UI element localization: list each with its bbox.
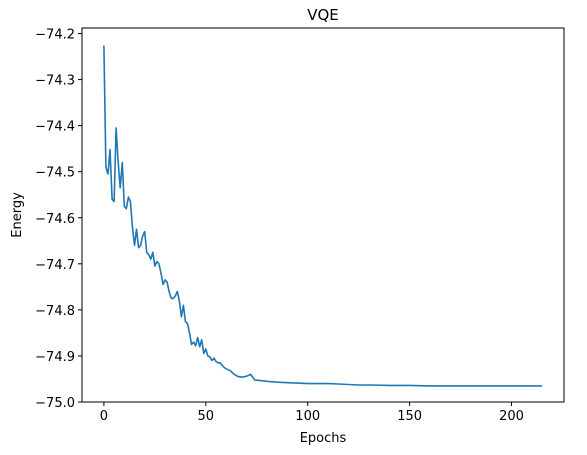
x-axis-label: Epochs (300, 431, 347, 446)
y-tick-label: −74.5 (35, 166, 75, 181)
x-tick-label: 100 (295, 409, 320, 424)
axis-ticks: 0 50 100 150 200 −75.0 −74.9 −74.8 −74.7 −74.6 −74… (35, 28, 524, 424)
x-tick-label: 50 (198, 409, 215, 424)
y-tick-label: −74.2 (35, 28, 75, 43)
y-tick-label: −74.6 (35, 212, 75, 227)
y-tick-label: −74.4 (35, 120, 75, 135)
x-tick-label: 0 (100, 409, 108, 424)
plot-frame (81, 27, 565, 403)
y-tick-label: −74.9 (35, 350, 75, 365)
y-tick-label: −75.0 (35, 396, 75, 411)
y-axis-label: Energy (10, 192, 25, 238)
energy-series-line (103, 45, 543, 387)
x-tick-label: 150 (397, 409, 422, 424)
plot-area (103, 45, 543, 387)
y-tick-label: −74.8 (35, 304, 75, 319)
chart-title: VQE (307, 6, 339, 24)
x-tick-label: 200 (499, 409, 524, 424)
y-tick-label: −74.3 (35, 74, 75, 89)
y-tick-label: −74.7 (35, 258, 75, 273)
